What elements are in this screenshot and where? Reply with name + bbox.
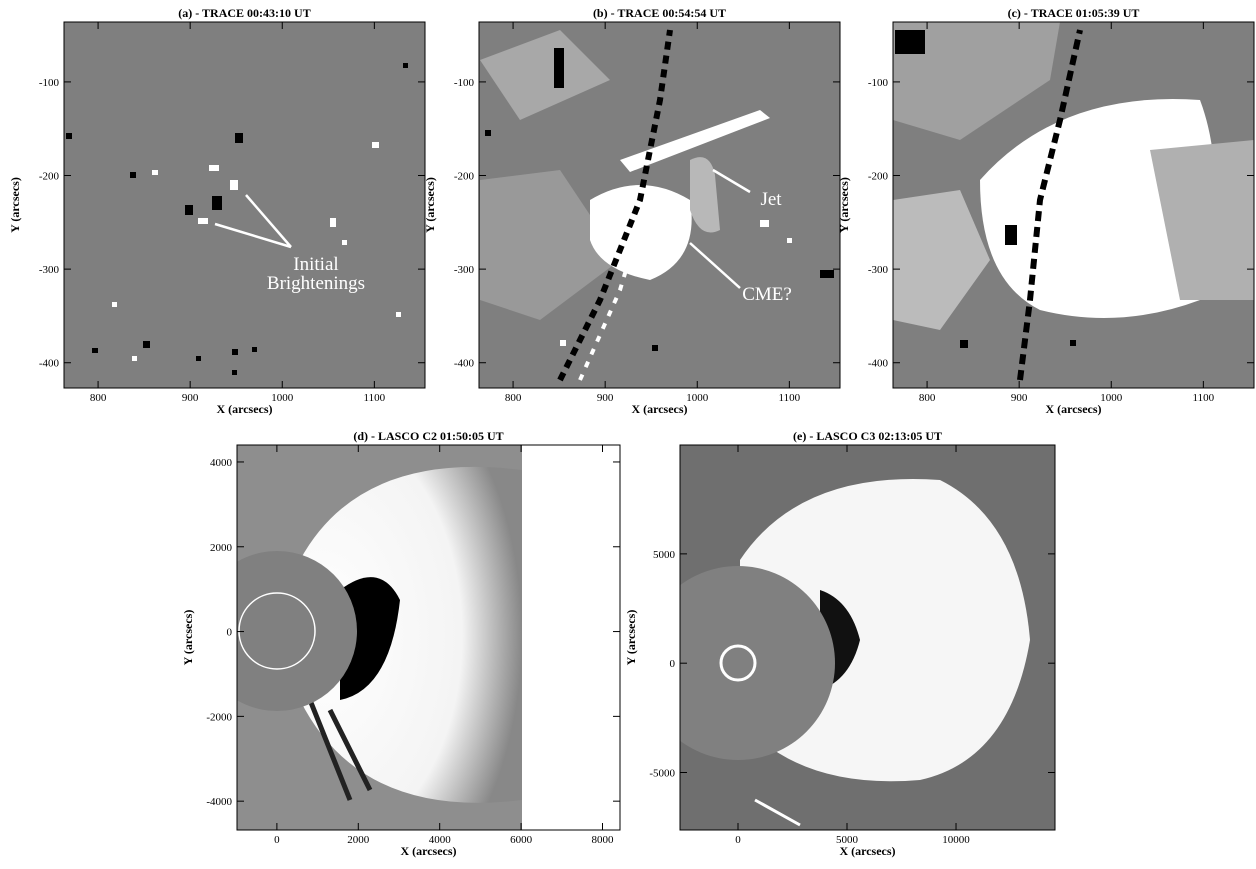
x-tick-label: 1100 xyxy=(364,392,386,404)
y-tick-label: -400 xyxy=(868,358,889,370)
x-tick-label: 5000 xyxy=(836,834,859,846)
y-tick-label: 4000 xyxy=(210,457,233,469)
x-axis-label: X (arcsecs) xyxy=(400,844,456,858)
x-tick-label: 0 xyxy=(274,834,280,846)
x-tick-label: 900 xyxy=(1011,392,1028,404)
x-axis-label: X (arcsecs) xyxy=(839,844,895,858)
annotation: Jet xyxy=(760,189,782,210)
y-tick-label: -400 xyxy=(39,358,60,370)
panel-title: (b) - TRACE 00:54:54 UT xyxy=(593,6,726,20)
x-tick-label: 1000 xyxy=(271,392,294,404)
y-axis-label: Y (arcsecs) xyxy=(423,177,437,233)
y-tick-label: -200 xyxy=(868,171,889,183)
x-tick-label: 800 xyxy=(919,392,936,404)
panel-title: (e) - LASCO C3 02:13:05 UT xyxy=(793,429,942,443)
y-tick-label: -2000 xyxy=(206,711,232,723)
y-axis-label: Y (arcsecs) xyxy=(8,177,22,233)
x-tick-label: 900 xyxy=(182,392,199,404)
x-tick-label: 6000 xyxy=(510,834,533,846)
x-axis-label: X (arcsecs) xyxy=(631,402,687,416)
y-tick-label: -100 xyxy=(39,77,60,89)
x-tick-label: 2000 xyxy=(347,834,370,846)
panel-title: (c) - TRACE 01:05:39 UT xyxy=(1008,6,1140,20)
image-c xyxy=(893,22,1254,388)
panel-title: (d) - LASCO C2 01:50:05 UT xyxy=(353,429,503,443)
y-tick-label: 0 xyxy=(227,627,233,639)
y-axis-label: Y (arcsecs) xyxy=(624,610,638,666)
figure: Initial Brightenings Jet CME? (a) - TRAC… xyxy=(0,0,1256,864)
y-tick-label: -200 xyxy=(454,171,475,183)
y-tick-label: 2000 xyxy=(210,542,233,554)
y-tick-label: -300 xyxy=(454,264,475,276)
y-tick-label: -100 xyxy=(454,77,475,89)
image-d xyxy=(197,445,620,830)
x-axis-label: X (arcsecs) xyxy=(1045,402,1101,416)
annotation: Initial xyxy=(293,254,338,275)
x-axis-label: X (arcsecs) xyxy=(216,402,272,416)
y-axis-label: Y (arcsecs) xyxy=(181,610,195,666)
x-tick-label: 4000 xyxy=(429,834,452,846)
x-tick-label: 8000 xyxy=(591,834,614,846)
y-tick-label: -100 xyxy=(868,77,889,89)
y-tick-label: -300 xyxy=(868,264,889,276)
x-tick-label: 800 xyxy=(505,392,522,404)
x-tick-label: 900 xyxy=(597,392,614,404)
x-tick-label: 800 xyxy=(90,392,107,404)
y-tick-label: -400 xyxy=(454,358,475,370)
y-tick-label: -4000 xyxy=(206,796,232,808)
x-tick-label: 1100 xyxy=(779,392,801,404)
y-axis-label: Y (arcsecs) xyxy=(837,177,851,233)
panel-title: (a) - TRACE 00:43:10 UT xyxy=(178,6,310,20)
image-a xyxy=(64,22,425,388)
annotation: Brightenings xyxy=(267,273,365,294)
x-tick-label: 10000 xyxy=(942,834,970,846)
image-b xyxy=(479,22,840,388)
image-e xyxy=(641,445,1055,830)
y-tick-label: -300 xyxy=(39,264,60,276)
y-tick-label: -5000 xyxy=(649,768,675,780)
y-tick-label: -200 xyxy=(39,171,60,183)
annotation: CME? xyxy=(742,284,792,305)
x-tick-label: 1000 xyxy=(1100,392,1123,404)
x-tick-label: 1100 xyxy=(1193,392,1215,404)
x-tick-label: 0 xyxy=(735,834,741,846)
x-tick-label: 1000 xyxy=(686,392,709,404)
y-tick-label: 5000 xyxy=(653,549,676,561)
y-tick-label: 0 xyxy=(670,658,676,670)
